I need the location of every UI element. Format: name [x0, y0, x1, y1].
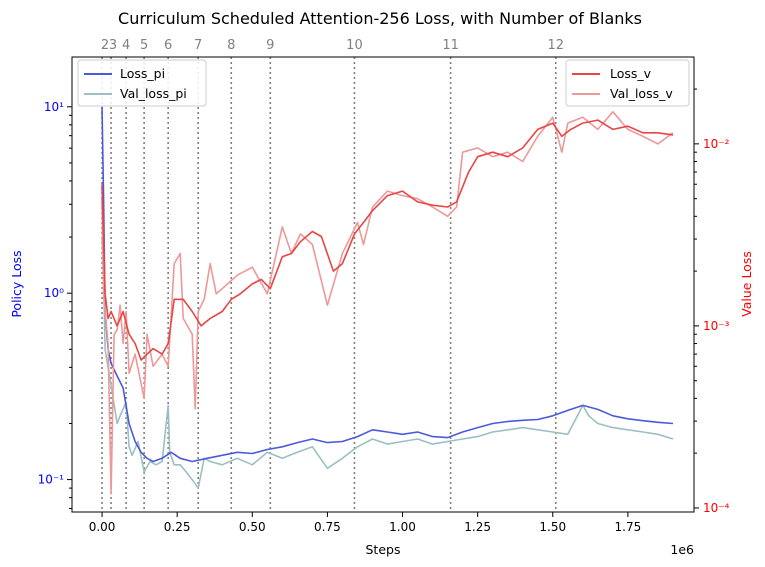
curriculum-marker-label: 2	[101, 38, 109, 53]
right-tick-label: 10⁻³	[703, 319, 730, 333]
right-tick-label: 10⁻²	[703, 137, 730, 151]
left-tick-label: 10⁻¹	[38, 473, 65, 487]
x-tick-label: 0.25	[164, 520, 191, 534]
x-axis-ticks: 0.00 0.25 0.50 0.75 1.00 1.25 1.50 1.75	[89, 512, 642, 534]
legend-entry-loss-pi: Loss_pi	[120, 66, 165, 81]
legend-entry-loss-v: Loss_v	[610, 66, 652, 81]
curriculum-marker-label: 10	[346, 38, 363, 53]
x-tick-label: 1.25	[464, 520, 491, 534]
left-tick-label: 10¹	[44, 100, 64, 114]
series-line-val-loss-v	[101, 111, 674, 495]
x-tick-label: 0.50	[239, 520, 266, 534]
x-tick-label: 1.75	[615, 520, 642, 534]
right-tick-label: 10⁻⁴	[703, 501, 730, 515]
curriculum-marker-label: 4	[122, 38, 130, 53]
curriculum-marker-label: 8	[227, 38, 235, 53]
plot-frame	[71, 56, 695, 513]
legend-entry-val-loss-pi: Val_loss_pi	[120, 86, 187, 101]
series-line-val-loss-pi	[101, 237, 674, 489]
legend-left: Loss_pi Val_loss_pi	[77, 59, 207, 107]
series-line-loss-pi	[101, 106, 674, 463]
left-axis-ticks: 10⁻¹ 10⁰ 10¹	[38, 100, 72, 509]
curriculum-marker-label: 7	[194, 38, 202, 53]
chart-title: Curriculum Scheduled Attention-256 Loss,…	[118, 9, 642, 28]
x-axis-label: Steps	[366, 542, 401, 557]
right-axis-label: Value Loss	[739, 251, 754, 317]
legend-right: Loss_v Val_loss_v	[565, 59, 690, 107]
legend-entry-val-loss-v: Val_loss_v	[610, 86, 673, 101]
right-axis-ticks: 10⁻⁴ 10⁻³ 10⁻²	[694, 88, 730, 515]
left-axis-label: Policy Loss	[9, 250, 24, 317]
x-tick-label: 0.75	[314, 520, 341, 534]
curriculum-marker-label: 12	[548, 38, 565, 53]
curriculum-marker-label: 9	[266, 38, 274, 53]
x-tick-label: 1.00	[389, 520, 416, 534]
left-tick-label: 10⁰	[44, 286, 64, 300]
curriculum-marker-label: 5	[140, 38, 148, 53]
x-tick-label: 0.00	[89, 520, 116, 534]
series-group	[101, 106, 674, 495]
curriculum-marker-label: 6	[164, 38, 172, 53]
x-axis-multiplier: 1e6	[670, 542, 694, 557]
series-line-loss-v	[101, 119, 674, 361]
curriculum-marker-label: 3	[109, 38, 117, 53]
curriculum-marker-label: 11	[442, 38, 459, 53]
x-tick-label: 1.50	[539, 520, 566, 534]
